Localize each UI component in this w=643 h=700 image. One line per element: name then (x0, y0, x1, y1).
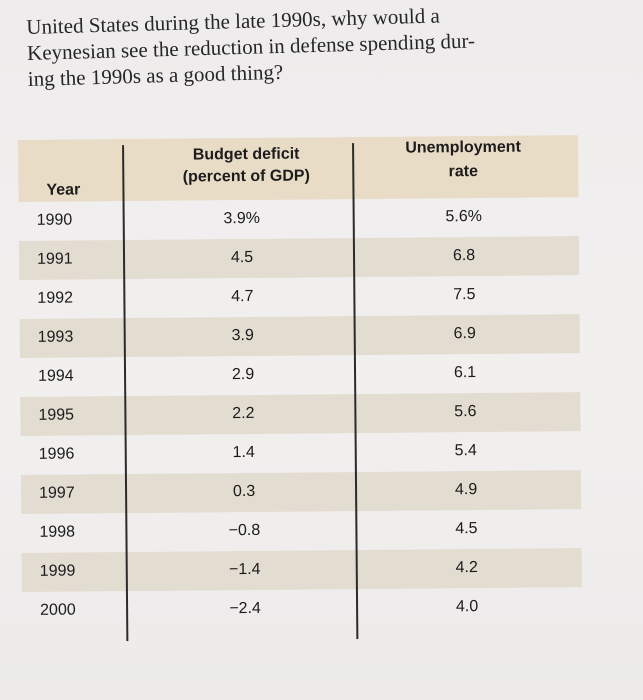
deficit-header-line-1: Budget deficit (192, 145, 300, 164)
unemployment-cell: 4.9 (454, 481, 478, 499)
deficit-cell: −1.4 (228, 560, 261, 579)
deficit-cell: 2.9 (231, 365, 255, 384)
unemp-header-line-1: Unemployment (405, 138, 521, 157)
table-row: 1996 1.4 5.4 (21, 431, 581, 475)
question-text: United States during the late 1990s, why… (26, 0, 618, 92)
year-cell: 1997 (39, 484, 75, 502)
table-row: 1993 3.9 6.9 (19, 314, 580, 358)
year-cell: 1994 (37, 367, 74, 385)
table-row: 1990 3.9% 5.6% (19, 197, 579, 241)
deficit-cell: 2.2 (232, 404, 255, 423)
deficit-unemployment-table: 1990 3.9% 5.6% 1991 4.5 6.8 1992 4.7 7.5 1993 3.9 6… (18, 135, 582, 642)
unemployment-cell: 4.0 (455, 598, 479, 616)
deficit-cell: 0.3 (232, 482, 256, 501)
deficit-cell: 3.9% (223, 209, 261, 228)
unemployment-cell: 5.4 (454, 442, 477, 460)
table-row: 2000 −2.4 4.0 (22, 587, 582, 631)
deficit-cell: −2.4 (229, 599, 261, 618)
unemployment-column-header: Unemployment rate (363, 135, 563, 185)
deficit-cell: 4.7 (231, 287, 254, 306)
unemployment-cell: 4.5 (455, 520, 478, 538)
year-cell: 1991 (36, 250, 73, 268)
year-cell: 1996 (38, 445, 75, 463)
year-cell: 1992 (37, 289, 74, 307)
deficit-header-line-2: (percent of GDP) (182, 167, 310, 186)
table-row: 1994 2.9 6.1 (20, 353, 580, 397)
table-row: 1997 0.3 4.9 (20, 470, 582, 514)
table-row: 1998 −0.8 4.5 (21, 509, 581, 553)
year-cell: 2000 (40, 601, 76, 619)
budget-deficit-column-header: Budget deficit (percent of GDP) (146, 143, 346, 189)
unemployment-cell: 5.6% (445, 207, 482, 226)
table-row: 1995 2.2 5.6 (20, 392, 581, 436)
unemp-header-line-2: rate (448, 162, 479, 181)
unemployment-cell: 4.2 (455, 559, 478, 577)
unemployment-cell: 6.9 (453, 325, 476, 343)
unemployment-cell: 6.8 (452, 247, 476, 265)
unemployment-cell: 6.1 (453, 364, 477, 382)
table-row: 1999 −1.4 4.2 (21, 548, 582, 592)
year-cell: 1999 (39, 562, 76, 580)
deficit-cell: 4.5 (230, 248, 254, 267)
deficit-cell: −0.8 (228, 521, 261, 540)
year-column-header: Year (46, 181, 81, 199)
year-cell: 1995 (38, 406, 75, 424)
year-cell: 1993 (37, 328, 74, 346)
year-cell: 1998 (39, 523, 76, 541)
table-row: 1991 4.5 6.8 (18, 236, 580, 280)
deficit-cell: 3.9 (231, 326, 254, 345)
year-cell: 1990 (36, 211, 73, 229)
table-row: 1992 4.7 7.5 (19, 275, 579, 319)
deficit-cell: 1.4 (232, 443, 255, 462)
unemployment-cell: 7.5 (453, 286, 476, 304)
unemployment-cell: 5.6 (454, 403, 477, 421)
